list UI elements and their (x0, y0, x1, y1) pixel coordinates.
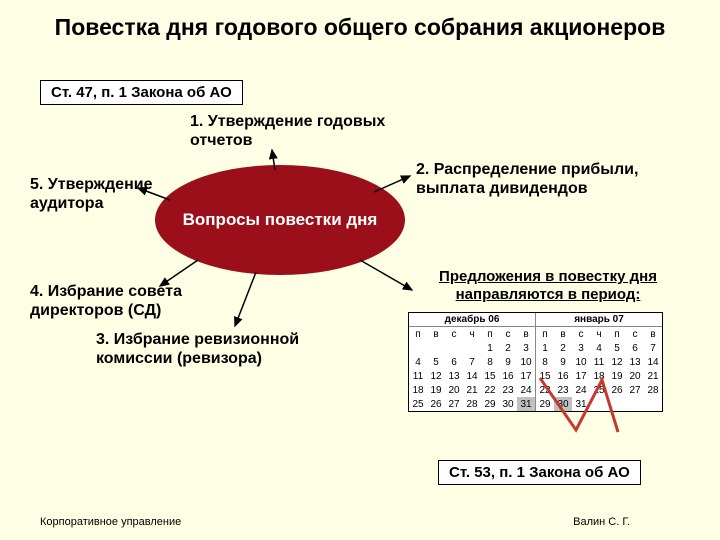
agenda-item-2: 2. Распределение прибыли, выплата дивиде… (416, 160, 696, 198)
center-ellipse: Вопросы повестки дня (155, 165, 405, 275)
footer-left: Корпоративное управление (40, 516, 181, 528)
calendar-note: Предложения в повестку дня направляются … (418, 268, 678, 304)
law-ref-top: Ст. 47, п. 1 Закона об АО (40, 80, 243, 105)
law-ref-bottom: Ст. 53, п. 1 Закона об АО (438, 460, 641, 485)
calendar-note-text: Предложения в повестку дня направляются … (439, 268, 657, 303)
agenda-item-3: 3. Избрание ревизионной комиссии (ревизо… (96, 330, 366, 368)
agenda-item-4: 4. Избрание совета директоров (СД) (30, 282, 250, 320)
center-ellipse-label: Вопросы повестки дня (183, 210, 378, 230)
calendar-panel: декабрь 06пвсчпсв12345678910111213141516… (408, 312, 663, 412)
page-title: Повестка дня годового общего собрания ак… (0, 0, 720, 46)
footer-right: Валин С. Г. (573, 516, 630, 528)
agenda-item-1: 1. Утверждение годовых отчетов (190, 112, 390, 150)
